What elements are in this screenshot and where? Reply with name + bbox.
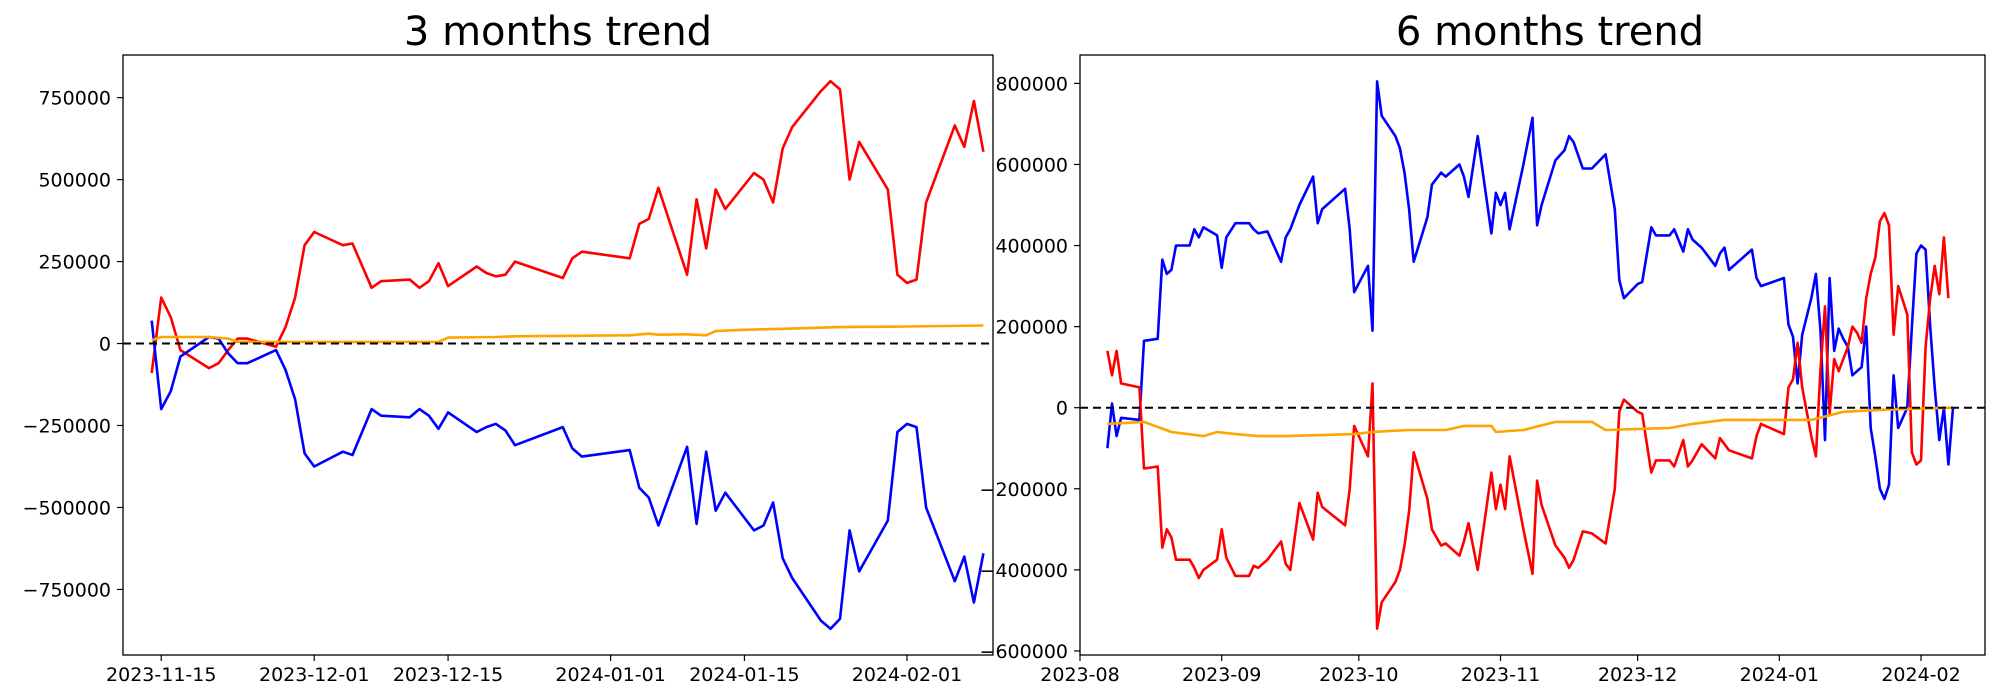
x-tick-label: 2024-02-01 <box>852 664 962 686</box>
plot-frame <box>1079 54 1986 656</box>
x-tick-label: 2023-11 <box>1461 664 1540 686</box>
chart-title: 6 months trend <box>1396 9 1704 55</box>
x-tick-label: 2023-12-15 <box>393 664 503 686</box>
series-layer <box>1106 80 1955 630</box>
y-tick-label: −250000 <box>23 415 111 437</box>
series-line-1 <box>1106 80 1955 501</box>
y-tick-label: 250000 <box>38 252 111 274</box>
y-tick-label: 500000 <box>38 170 111 192</box>
plot-frame <box>122 54 994 656</box>
x-tick-label: 2023-12 <box>1598 664 1677 686</box>
panel-6-months-trend: 6 months trend 2023-08 2023-09 2023-10 2023… <box>980 9 1986 686</box>
series-line-2 <box>150 320 985 631</box>
series-line-3 <box>151 324 984 344</box>
x-tick-label: 2023-08 <box>1040 664 1119 686</box>
y-tick-label: −500000 <box>23 497 111 519</box>
y-tick-label: 0 <box>99 334 111 356</box>
x-tick-label: 2023-12-01 <box>259 664 369 686</box>
y-tick-label: 800000 <box>995 73 1068 95</box>
x-tick-label: 2023-11-15 <box>106 664 216 686</box>
y-tick-label: 400000 <box>995 236 1068 258</box>
panel-3-months-trend: 3 months trend 2023-11-15 2023-12-01 2023-… <box>23 9 994 686</box>
y-tick-label: −200000 <box>980 479 1068 501</box>
series-line-1 <box>150 79 985 374</box>
y-tick-label: 600000 <box>995 154 1068 176</box>
y-tick-label: 200000 <box>995 317 1068 339</box>
y-tick-label: −750000 <box>23 579 111 601</box>
ticks-layer: 2023-08 2023-09 2023-10 2023-11 2023-12 2024-… <box>980 73 1961 686</box>
series-line-2 <box>1106 211 1950 630</box>
x-tick-label: 2023-09 <box>1182 664 1261 686</box>
x-tick-label: 2024-01-15 <box>689 664 799 686</box>
ticks-layer: 2023-11-15 2023-12-01 2023-12-15 2024-01-01… <box>23 88 963 686</box>
x-tick-label: 2024-02 <box>1881 664 1960 686</box>
series-layer <box>150 79 985 631</box>
y-tick-label: −600000 <box>980 641 1068 663</box>
y-tick-label: 750000 <box>38 88 111 110</box>
y-tick-label: 0 <box>1056 398 1068 420</box>
chart-title: 3 months trend <box>404 9 712 55</box>
x-tick-label: 2024-01 <box>1740 664 1819 686</box>
x-tick-label: 2023-10 <box>1319 664 1398 686</box>
x-tick-label: 2024-01-01 <box>555 664 665 686</box>
y-tick-label: −400000 <box>980 560 1068 582</box>
series-line-3 <box>1107 406 1954 438</box>
